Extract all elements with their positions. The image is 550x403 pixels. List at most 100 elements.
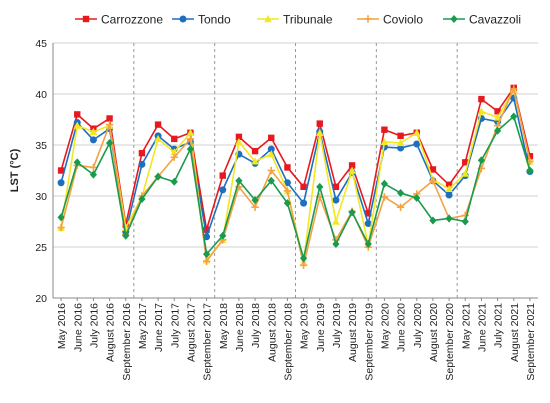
data-point-tribunale-july-2018 (251, 157, 259, 165)
data-point-tribunale-august-2017 (186, 128, 195, 136)
data-point-tribunale-august-2019 (348, 166, 356, 174)
legend-marker-tribunale (264, 15, 272, 23)
data-point-cavazzoli-july-2020 (413, 194, 421, 203)
data-point-coviolo-may-2019 (299, 261, 308, 270)
data-point-tribunale-june-2021 (477, 107, 486, 115)
series-cavazzoli (57, 112, 534, 263)
data-point-carrozzone-august-2018 (268, 134, 275, 142)
legend-marker-tondo (179, 15, 187, 23)
data-point-cavazzoli-august-2018 (267, 176, 275, 185)
data-point-carrozzone-may-2020 (381, 126, 388, 133)
data-point-tondo-july-2019 (332, 196, 340, 204)
x-tick-label-august-2017: August 2017 (185, 303, 197, 362)
data-point-coviolo-august-2016 (105, 120, 114, 129)
data-point-carrozzone-september-2018 (284, 164, 291, 171)
x-tick-label-may-2019: May 2019 (299, 303, 311, 349)
data-point-cavazzoli-august-2017 (186, 145, 195, 154)
x-tick-label-june-2016: June 2016 (72, 303, 84, 352)
data-point-carrozzone-august-2020 (429, 166, 437, 173)
data-point-tondo-may-2018 (219, 186, 227, 194)
y-tick-label-45: 45 (35, 38, 47, 50)
data-point-cavazzoli-july-2017 (170, 177, 178, 186)
data-point-cavazzoli-july-2021 (493, 126, 502, 135)
data-point-carrozzone-september-2017 (203, 226, 210, 233)
data-point-carrozzone-june-2020 (397, 132, 404, 140)
data-point-tribunale-may-2020 (380, 137, 389, 146)
x-tick-label-august-2021: August 2021 (509, 303, 521, 362)
x-tick-label-june-2018: June 2018 (234, 303, 246, 352)
x-tick-label-august-2020: August 2020 (428, 303, 440, 362)
data-point-tribunale-july-2021 (493, 113, 502, 121)
data-point-tribunale-june-2018 (235, 137, 243, 146)
y-tick-label-40: 40 (35, 89, 47, 101)
x-tick-label-may-2016: May 2016 (56, 303, 68, 349)
data-point-carrozzone-august-2019 (348, 162, 356, 169)
year-separators (133, 43, 458, 298)
data-point-coviolo-august-2017 (186, 135, 195, 143)
data-point-cavazzoli-august-2019 (348, 208, 356, 217)
x-tick-label-may-2018: May 2018 (218, 303, 230, 349)
x-tick-label-september-2019: September 2019 (363, 303, 375, 381)
data-point-cavazzoli-july-2018 (251, 196, 259, 205)
data-point-cavazzoli-august-2016 (105, 138, 114, 147)
data-point-coviolo-may-2016 (57, 223, 65, 232)
data-point-coviolo-may-2020 (380, 193, 389, 201)
data-point-tondo-september-2020 (445, 191, 453, 199)
data-point-cavazzoli-september-2016 (122, 231, 130, 240)
data-point-tondo-may-2017 (138, 160, 146, 168)
legend-label-tribunale: Tribunale (283, 13, 333, 27)
x-tick-label-july-2020: July 2020 (412, 303, 424, 348)
data-point-cavazzoli-september-2020 (445, 214, 453, 223)
y-tick-label-25: 25 (35, 242, 47, 254)
data-point-carrozzone-september-2020 (445, 181, 453, 188)
legend-item-carrozzone: Carrozzone (75, 13, 163, 27)
data-point-coviolo-august-2021 (510, 85, 518, 93)
data-point-tribunale-july-2016 (89, 127, 98, 135)
x-tick-label-september-2017: September 2017 (202, 303, 214, 381)
data-point-tondo-july-2020 (413, 140, 421, 148)
data-point-coviolo-august-2020 (429, 177, 437, 185)
data-point-carrozzone-july-2017 (171, 135, 178, 143)
x-tick-label-june-2021: June 2021 (476, 303, 488, 352)
data-point-cavazzoli-september-2019 (364, 239, 372, 248)
data-point-tribunale-june-2020 (396, 138, 405, 147)
x-tick-label-july-2017: July 2017 (169, 303, 181, 348)
data-point-coviolo-august-2018 (267, 166, 275, 175)
data-point-cavazzoli-june-2016 (73, 158, 81, 167)
data-point-tribunale-august-2018 (267, 150, 276, 158)
data-point-carrozzone-september-2021 (526, 153, 534, 160)
legend-marker-cavazzoli (450, 15, 458, 23)
data-point-carrozzone-may-2021 (462, 159, 469, 166)
data-point-cavazzoli-june-2018 (235, 176, 243, 185)
data-point-carrozzone-may-2016 (57, 167, 65, 174)
x-tick-label-july-2019: July 2019 (331, 303, 343, 348)
x-tick-label-july-2016: July 2016 (88, 303, 100, 348)
x-tick-label-august-2019: August 2019 (347, 303, 359, 362)
data-point-cavazzoli-july-2019 (332, 239, 340, 248)
data-point-cavazzoli-june-2021 (477, 156, 486, 165)
y-axis-label: LST (°C) (9, 148, 21, 192)
data-point-tondo-may-2019 (300, 199, 308, 207)
data-point-tondo-september-2018 (283, 179, 291, 187)
data-point-tribunale-june-2017 (154, 134, 162, 143)
data-point-cavazzoli-june-2019 (316, 182, 324, 191)
data-point-carrozzone-june-2017 (154, 121, 162, 128)
x-tick-label-july-2021: July 2021 (493, 303, 505, 348)
data-point-carrozzone-july-2021 (494, 108, 501, 115)
data-point-cavazzoli-june-2020 (396, 188, 405, 197)
data-point-carrozzone-may-2017 (138, 149, 146, 157)
x-tick-label-may-2021: May 2021 (460, 303, 472, 349)
x-tick-label-may-2017: May 2017 (137, 303, 149, 349)
legend-item-cavazzoli: Cavazzoli (443, 13, 521, 27)
data-point-carrozzone-september-2019 (365, 210, 372, 217)
axis-layer: 20 25 30 35 40 45 LST (°C) May 2016 June 2016 Jul… (9, 38, 538, 381)
data-point-coviolo-september-2018 (283, 187, 292, 195)
x-tick-label-september-2021: September 2021 (525, 303, 537, 381)
data-point-cavazzoli-june-2017 (154, 172, 162, 181)
data-point-coviolo-july-2018 (251, 203, 259, 211)
data-point-cavazzoli-may-2016 (57, 213, 65, 222)
data-point-carrozzone-july-2018 (251, 147, 259, 155)
data-point-cavazzoli-may-2019 (299, 254, 308, 263)
